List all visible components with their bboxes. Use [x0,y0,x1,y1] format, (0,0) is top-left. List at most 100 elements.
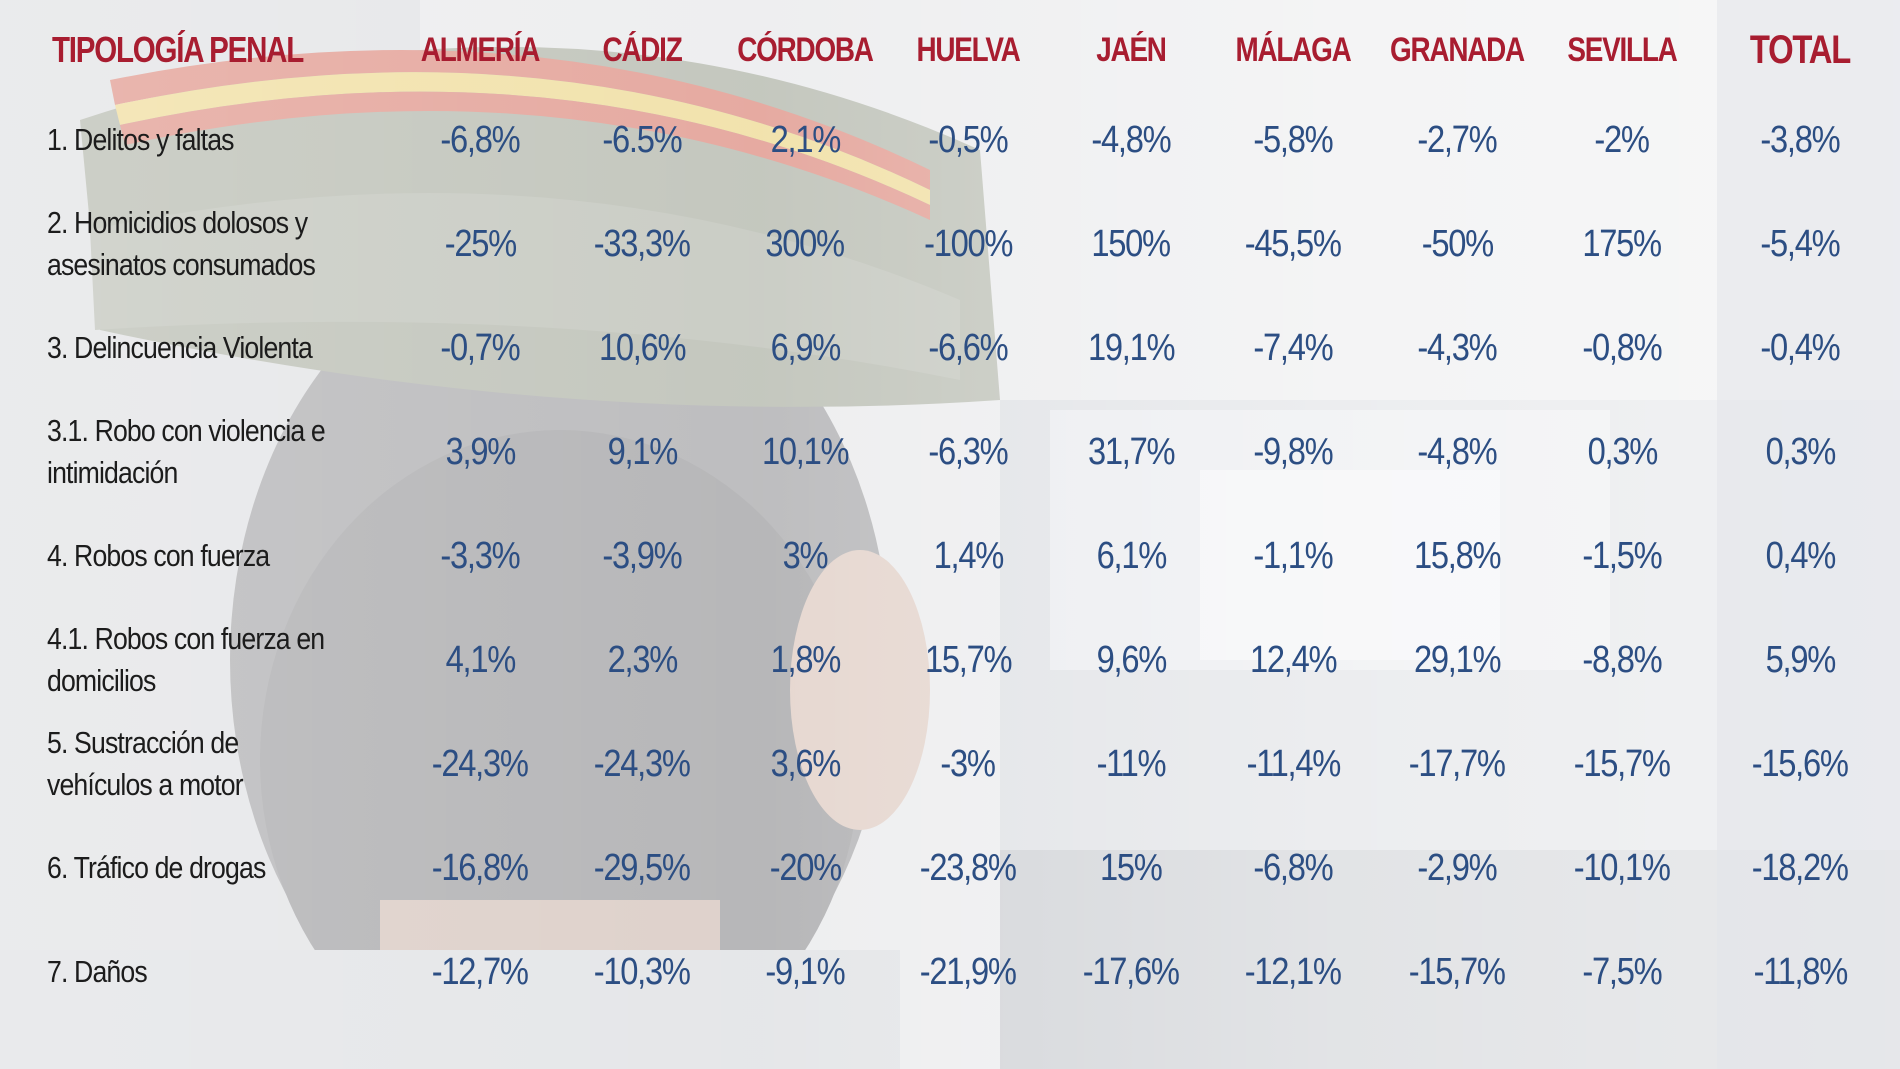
value-cell-total: -0,4% [1715,296,1885,400]
value-cell-total: -11,8% [1715,920,1885,1024]
value-text: -1,1% [1253,535,1334,577]
value-cell-cadiz: -29,5% [557,816,727,920]
value-text: -10,3% [594,951,691,993]
value-text: 10,6% [598,327,687,369]
value-cell-huelva: -21,9% [883,920,1053,1024]
column-header-cordoba: CÓRDOBA [737,31,874,69]
value-cell-huelva: 15,7% [883,608,1053,712]
value-text: -17,6% [1083,951,1180,993]
value-text: 0,3% [1765,431,1836,473]
value-text: -12,7% [432,951,529,993]
value-cell-malaga: 12,4% [1208,608,1378,712]
row-label: 5. Sustracción de vehículos a motor [47,712,377,816]
value-cell-huelva: -100% [883,192,1053,296]
value-text: -1,5% [1582,535,1663,577]
value-cell-malaga: -9,8% [1208,400,1378,504]
value-cell-cordoba: 3% [720,504,890,608]
value-cell-cordoba: 10,1% [720,400,890,504]
table-header-row: TIPOLOGÍA PENAL ALMERÍA CÁDIZ CÓRDOBA HUELVA… [0,20,1900,80]
value-text: -45,5% [1245,223,1342,265]
value-cell-cadiz: 10,6% [557,296,727,400]
value-cell-cadiz: -10,3% [557,920,727,1024]
value-cell-granada: -4,8% [1372,400,1542,504]
table-row: 7. Daños -12,7% -10,3% -9,1% -21,9% -17,6% -12… [0,920,1900,1024]
value-text: -6,8% [440,119,521,161]
value-text: 12,4% [1249,639,1338,681]
value-cell-cordoba: 2,1% [720,88,890,192]
value-cell-cordoba: -20% [720,816,890,920]
value-cell-cadiz: 2,3% [557,608,727,712]
value-cell-granada: 15,8% [1372,504,1542,608]
value-cell-malaga: -6,8% [1208,816,1378,920]
value-cell-cordoba: 3,6% [720,712,890,816]
row-label-text: 4.1. Robos con fuerza en domicilios [47,621,325,698]
value-text: 1,8% [770,639,841,681]
value-cell-malaga: -45,5% [1208,192,1378,296]
column-header-jaen: JAÉN [1096,31,1167,69]
value-cell-almeria: -0,7% [395,296,565,400]
value-text: -15,6% [1752,743,1849,785]
value-cell-sevilla: -8,8% [1537,608,1707,712]
table-row: 5. Sustracción de vehículos a motor -24,3… [0,712,1900,816]
value-cell-jaen: 6,1% [1046,504,1216,608]
column-header-almeria: ALMERÍA [420,31,541,69]
value-text: 300% [765,223,846,265]
value-cell-total: -15,6% [1715,712,1885,816]
value-cell-jaen: 150% [1046,192,1216,296]
value-text: -11,4% [1246,743,1341,785]
value-cell-jaen: 9,6% [1046,608,1216,712]
value-cell-huelva: 1,4% [883,504,1053,608]
value-cell-jaen: -17,6% [1046,920,1216,1024]
value-cell-huelva: -0,5% [883,88,1053,192]
row-label-text: 6. Tráfico de drogas [47,850,266,885]
value-cell-huelva: -23,8% [883,816,1053,920]
column-header-granada: GRANADA [1390,31,1525,69]
value-cell-cordoba: 300% [720,192,890,296]
value-text: 15,7% [924,639,1013,681]
value-cell-total: 0,3% [1715,400,1885,504]
value-cell-almeria: -12,7% [395,920,565,1024]
value-text: -3% [940,743,997,785]
value-text: -0,5% [928,119,1009,161]
value-text: -15,7% [1574,743,1671,785]
value-text: 15% [1100,847,1163,889]
value-text: -2% [1594,119,1651,161]
value-cell-granada: -2,9% [1372,816,1542,920]
value-cell-jaen: 15% [1046,816,1216,920]
value-cell-granada: -4,3% [1372,296,1542,400]
value-text: 0,3% [1587,431,1658,473]
value-cell-sevilla: -0,8% [1537,296,1707,400]
row-label-text: 2. Homicidios dolosos y asesinatos consu… [47,205,316,282]
value-cell-total: -5,4% [1715,192,1885,296]
value-text: 2,3% [607,639,678,681]
value-text: -0,4% [1760,327,1841,369]
value-cell-malaga: -7,4% [1208,296,1378,400]
value-cell-cadiz: -24,3% [557,712,727,816]
value-text: -2,7% [1417,119,1498,161]
value-cell-jaen: -11% [1046,712,1216,816]
row-label: 4.1. Robos con fuerza en domicilios [47,608,377,712]
value-text: -6,3% [928,431,1009,473]
value-text: -15,7% [1409,951,1506,993]
value-text: 5,9% [1765,639,1836,681]
value-text: -21,9% [920,951,1017,993]
value-text: 6,9% [770,327,841,369]
table-row: 6. Tráfico de drogas -16,8% -29,5% -20% -23,… [0,816,1900,920]
value-text: -33,3% [594,223,691,265]
value-text: 9,1% [607,431,678,473]
value-cell-total: 0,4% [1715,504,1885,608]
value-cell-cadiz: -3,9% [557,504,727,608]
row-label: 3.1. Robo con violencia e intimidación [47,400,377,504]
value-cell-sevilla: -10,1% [1537,816,1707,920]
column-header-huelva: HUELVA [916,31,1020,69]
value-text: -20% [769,847,841,889]
value-cell-cordoba: 6,9% [720,296,890,400]
table-row: 4. Robos con fuerza -3,3% -3,9% 3% 1,4% 6,1% -… [0,504,1900,608]
value-text: -2,9% [1417,847,1498,889]
value-cell-huelva: -6,3% [883,400,1053,504]
value-cell-total: 5,9% [1715,608,1885,712]
column-header-total: TOTAL [1749,28,1851,72]
value-text: -17,7% [1409,743,1506,785]
value-text: 29,1% [1413,639,1502,681]
value-cell-malaga: -12,1% [1208,920,1378,1024]
